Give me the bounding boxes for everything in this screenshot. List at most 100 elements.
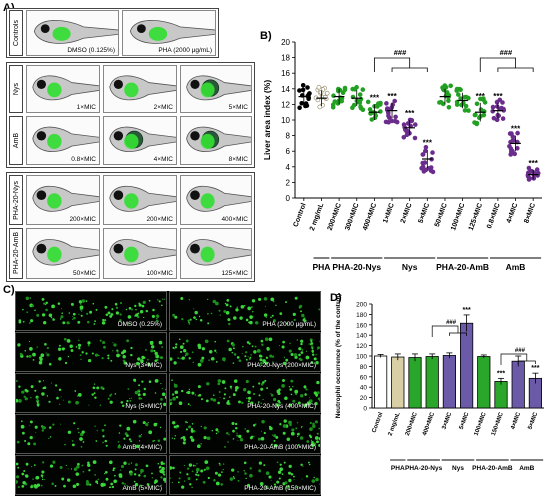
neutrophil-dot — [129, 472, 133, 476]
neutrophil-dot — [252, 311, 254, 313]
data-point — [500, 100, 505, 105]
neutrophil-dot — [87, 320, 90, 324]
neutrophil-dot — [224, 445, 226, 448]
neutrophil-dot — [315, 354, 317, 356]
neutrophil-dot — [233, 477, 236, 480]
neutrophil-dot — [102, 340, 106, 345]
neutrophil-dot — [96, 482, 99, 485]
neutrophil-dot — [16, 462, 19, 466]
neutrophil-dot — [266, 346, 270, 350]
neutrophil-dot — [34, 484, 38, 489]
neutrophil-dot — [70, 349, 74, 352]
neutrophil-dot — [118, 474, 121, 477]
neutrophil-dot — [94, 396, 97, 399]
neutrophil-dot — [48, 362, 52, 366]
neutrophil-dot — [160, 356, 164, 360]
neutrophil-dot — [155, 317, 158, 320]
neutrophil-dot — [80, 358, 82, 360]
larva-drawing — [186, 75, 251, 101]
neutrophil-dot — [234, 389, 238, 392]
neutrophil-dot — [119, 302, 123, 305]
neutrophil-dot — [172, 346, 175, 349]
neutrophil-dot — [74, 390, 77, 392]
neutrophil-dot — [207, 322, 210, 325]
neutrophil-dot — [94, 425, 96, 427]
data-point — [481, 109, 487, 114]
neutrophil-dot — [154, 354, 157, 357]
neutrophil-dot — [181, 317, 184, 321]
neutrophil-dot — [281, 345, 285, 349]
fluorescence-image: PHA-20-Nys (400×MIC) — [169, 373, 321, 413]
larva-image: PHA (2000 µg/mL) — [122, 10, 216, 56]
neutrophil-dot — [147, 421, 149, 424]
neutrophil-dot — [224, 302, 227, 305]
data-point — [394, 119, 400, 125]
data-point — [384, 107, 390, 113]
neutrophil-dot — [109, 400, 113, 404]
neutrophil-dot — [29, 322, 31, 324]
neutrophil-dot — [117, 445, 121, 449]
data-point — [456, 92, 461, 97]
neutrophil-dot — [319, 399, 320, 402]
neutrophil-dot — [314, 420, 318, 424]
neutrophil-dot — [145, 464, 149, 468]
neutrophil-dot — [238, 359, 242, 363]
y-tick-label: 140 — [356, 333, 367, 340]
data-point — [478, 96, 483, 102]
neutrophil-dot — [138, 384, 141, 387]
neutrophil-dot — [276, 486, 278, 489]
neutrophil-dot — [247, 306, 252, 311]
neutrophil-dot — [277, 403, 280, 407]
neutrophil-dot — [19, 352, 23, 356]
neutrophil-dot — [307, 461, 310, 464]
neutrophil-dot — [294, 296, 298, 300]
neutrophil-dot — [150, 345, 155, 349]
neutrophil-dot — [130, 440, 133, 443]
neutrophil-dot — [247, 396, 252, 400]
neutrophil-dot — [117, 440, 120, 443]
neutrophil-dot — [173, 384, 178, 388]
neutrophil-dot — [272, 397, 277, 402]
neutrophil-dot — [61, 477, 65, 481]
neutrophil-dot — [50, 316, 53, 319]
neutrophil-dot — [79, 432, 84, 437]
neutrophil-dot — [17, 485, 20, 489]
data-point — [472, 112, 478, 118]
data-point — [428, 165, 434, 170]
neutrophil-dot — [57, 302, 61, 305]
neutrophil-dot — [264, 379, 267, 382]
comparison-bracket-span — [517, 360, 536, 364]
neutrophil-dot — [262, 398, 264, 401]
neutrophil-dot — [200, 469, 204, 473]
data-point — [472, 120, 477, 125]
neutrophil-dot — [110, 482, 114, 486]
neutrophil-dot — [217, 473, 222, 477]
x-tick-label: 4×MIC — [510, 411, 522, 430]
neutrophil-dot — [245, 379, 249, 384]
neutrophil-dot — [137, 393, 141, 397]
neutrophil-dot — [114, 474, 116, 477]
neutrophil-dot — [121, 482, 125, 485]
neutrophil-dot — [157, 439, 161, 442]
x-tick-label: 2 mg/mL — [309, 202, 326, 232]
neutrophil-dot — [45, 301, 48, 305]
larva-eye — [113, 243, 124, 254]
liver-fluorescence — [200, 193, 215, 209]
row-label-nys: Nys — [9, 65, 23, 113]
neutrophil-dot — [288, 386, 291, 388]
neutrophil-dot — [72, 318, 74, 320]
neutrophil-dot — [75, 400, 79, 405]
fluorescence-caption: PHA-20-AmB (100×MIC) — [244, 444, 316, 451]
neutrophil-dot — [151, 485, 154, 488]
neutrophil-dot — [64, 443, 66, 446]
neutrophil-dot — [265, 471, 270, 475]
neutrophil-dot — [152, 440, 155, 443]
neutrophil-dot — [94, 474, 96, 476]
neutrophil-dot — [290, 431, 295, 436]
neutrophil-dot — [247, 356, 249, 358]
neutrophil-dot — [172, 466, 175, 470]
data-point — [303, 101, 309, 106]
neutrophil-dot — [310, 361, 314, 364]
neutrophil-dot — [226, 339, 230, 343]
neutrophil-dot — [174, 315, 178, 319]
